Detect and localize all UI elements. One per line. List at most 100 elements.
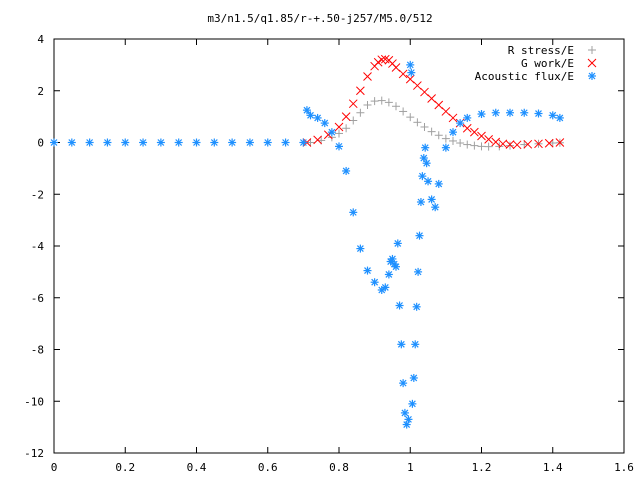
x-tick-label: 1	[407, 461, 414, 474]
data-point	[470, 127, 479, 137]
data-point	[399, 379, 408, 388]
x-tick-label: 0.8	[329, 461, 349, 474]
series-2	[302, 54, 565, 150]
data-point	[477, 142, 486, 151]
data-point	[103, 138, 112, 147]
data-point	[441, 107, 451, 116]
data-point	[441, 143, 450, 152]
data-point	[397, 340, 406, 349]
y-tick-label: 0	[37, 137, 44, 150]
data-point	[380, 54, 390, 64]
data-point	[534, 109, 543, 118]
data-point	[512, 140, 522, 150]
data-point	[373, 57, 383, 67]
data-point	[431, 203, 440, 212]
plot-frame	[53, 38, 625, 454]
y-tick-label: -8	[31, 344, 44, 357]
data-point	[462, 123, 472, 133]
data-point	[520, 108, 529, 117]
data-point	[414, 267, 423, 276]
data-point	[67, 138, 76, 147]
y-tick-label: -10	[24, 395, 44, 408]
data-point	[384, 98, 393, 107]
data-point	[404, 415, 413, 424]
data-point	[156, 138, 165, 147]
data-point	[342, 124, 351, 133]
data-point	[391, 63, 401, 72]
data-point	[434, 131, 443, 140]
data-point	[356, 244, 365, 253]
data-point	[409, 373, 418, 382]
x-tick-label: 0.2	[115, 461, 135, 474]
data-point	[415, 231, 424, 240]
data-series	[50, 54, 565, 429]
data-point	[441, 134, 450, 143]
y-tick-label: -12	[24, 447, 44, 460]
data-point	[498, 139, 508, 149]
data-point	[495, 142, 504, 151]
data-point	[381, 283, 390, 292]
x-tick-label: 1.6	[614, 461, 634, 474]
data-point	[302, 106, 311, 115]
data-point	[506, 108, 514, 117]
x-tick-label: 0.4	[187, 461, 207, 474]
legend-label: Acoustic flux/E	[475, 70, 574, 83]
data-point	[484, 142, 493, 151]
y-tick-label: 2	[37, 85, 44, 98]
data-point	[342, 166, 351, 175]
data-point	[413, 118, 422, 127]
data-point	[534, 139, 543, 149]
legend-marker	[588, 46, 596, 54]
data-point	[139, 138, 148, 147]
data-point	[427, 127, 436, 136]
data-point	[544, 138, 554, 148]
data-point	[50, 138, 58, 147]
data-point	[363, 72, 372, 81]
data-point	[356, 108, 365, 117]
data-point	[424, 177, 433, 186]
data-point	[384, 270, 393, 279]
data-point	[413, 81, 422, 90]
data-point	[548, 111, 557, 120]
data-point	[427, 94, 436, 103]
data-point	[121, 138, 130, 147]
data-point	[320, 119, 329, 128]
series-1	[306, 96, 564, 151]
data-point	[174, 138, 183, 147]
legend-marker	[587, 58, 597, 68]
data-point	[335, 129, 343, 138]
data-point	[405, 74, 415, 84]
data-point	[408, 399, 417, 408]
data-point	[313, 135, 322, 145]
data-point	[406, 60, 415, 69]
data-point	[263, 138, 272, 147]
data-point	[85, 138, 94, 147]
y-tick-label: -6	[31, 292, 44, 305]
data-point	[306, 138, 315, 147]
x-tick-label: 0.6	[258, 461, 278, 474]
data-point	[470, 141, 479, 150]
data-point	[422, 159, 431, 168]
data-point	[477, 110, 486, 119]
data-point	[412, 302, 421, 311]
data-point	[363, 100, 372, 109]
data-point	[313, 113, 322, 122]
data-point	[370, 97, 379, 106]
data-point	[399, 107, 408, 116]
data-point	[420, 122, 429, 131]
data-point	[420, 87, 429, 97]
data-point	[407, 68, 416, 77]
data-point	[411, 340, 420, 349]
data-point	[506, 141, 514, 150]
data-point	[327, 128, 336, 137]
data-point	[491, 137, 501, 147]
x-tick-label: 1.4	[543, 461, 563, 474]
data-point	[341, 112, 351, 121]
data-point	[555, 113, 564, 122]
data-point	[505, 140, 515, 149]
data-point	[306, 111, 315, 120]
data-point	[363, 266, 372, 275]
data-point	[210, 138, 219, 147]
axes: 0 0.2 0.4 0.6 0.8 1 1.2 1.4 1.6 4 2 0 -2 -4 -6 -8 -10 -12	[24, 33, 634, 474]
